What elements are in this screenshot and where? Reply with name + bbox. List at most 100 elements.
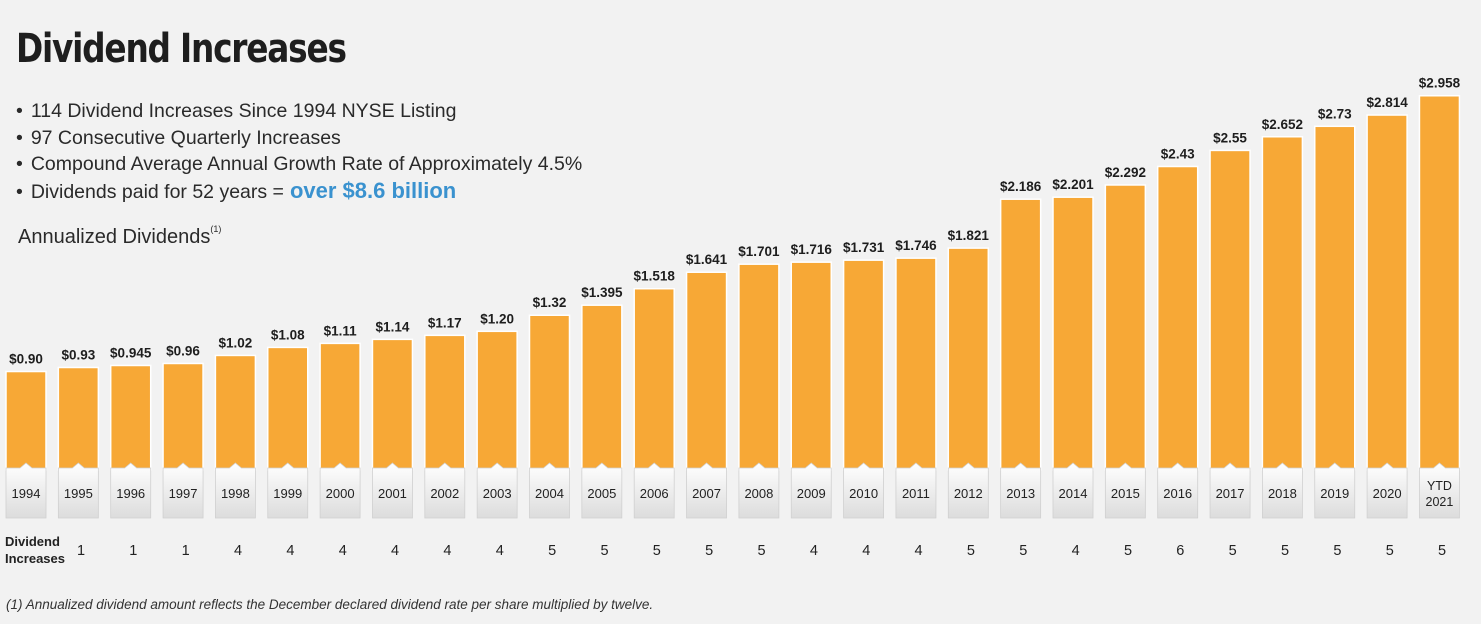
- dividend-bar: [790, 261, 832, 471]
- chart-title: Annualized Dividends(1): [18, 224, 221, 249]
- year-tab: [319, 462, 361, 519]
- bar-value-label: $1.32: [533, 295, 567, 310]
- increase-count: 5: [1438, 543, 1446, 559]
- year-tab: [1157, 462, 1199, 519]
- dividend-bar: [371, 338, 414, 471]
- dividend-bar: [633, 287, 675, 471]
- increases-label-line: Increases: [5, 551, 65, 566]
- year-tab: [5, 462, 47, 519]
- year-label: 2012: [954, 486, 983, 501]
- bar-value-label: $2.55: [1213, 130, 1247, 145]
- year-tab: [1419, 462, 1460, 519]
- increases-row-label: Dividend Increases: [5, 533, 65, 567]
- year-label: 2015: [1111, 486, 1140, 501]
- bullet-list: 114 Dividend Increases Since 1994 NYSE L…: [16, 98, 582, 205]
- dividend-bar: [895, 257, 937, 471]
- footnote: (1) Annualized dividend amount reflects …: [6, 597, 654, 612]
- year-tab: [1314, 462, 1356, 519]
- year-label: 2009: [797, 486, 826, 501]
- bullet-text: Dividends paid for 52 years =: [30, 180, 284, 203]
- increase-count: 4: [915, 543, 923, 559]
- year-label: 2013: [1006, 486, 1035, 501]
- dividend-bar: [109, 364, 152, 471]
- year-label: 2008: [744, 486, 773, 501]
- year-tab: [529, 462, 570, 519]
- bullet-item: Compound Average Annual Growth Rate of A…: [16, 151, 582, 178]
- increase-count: 5: [1281, 543, 1289, 559]
- bullet-item: 114 Dividend Increases Since 1994 NYSE L…: [16, 98, 582, 125]
- dividend-bar: [1156, 165, 1199, 471]
- increase-count: 5: [653, 543, 661, 559]
- year-label: YTD 2021: [1426, 479, 1454, 509]
- increase-count: 5: [1333, 543, 1341, 559]
- bar-value-label: $1.02: [219, 335, 253, 350]
- dividend-bar: [1314, 125, 1356, 471]
- increase-count: 4: [339, 543, 347, 559]
- year-tab: [57, 462, 99, 519]
- year-tab: [1000, 462, 1042, 519]
- increase-count: 4: [234, 543, 242, 559]
- increase-count: 5: [705, 543, 713, 559]
- bar-value-label: $2.958: [1419, 76, 1461, 91]
- year-label: 2020: [1373, 486, 1402, 501]
- dividend-bar: [476, 330, 518, 471]
- dividend-bar: [528, 314, 571, 471]
- bar-value-label: $2.43: [1161, 147, 1195, 162]
- dividend-bar: [424, 334, 466, 471]
- dividend-bar: [319, 342, 361, 471]
- year-label: 2007: [692, 486, 721, 501]
- bar-value-label: $1.746: [895, 238, 937, 253]
- increase-count: 4: [862, 543, 870, 559]
- year-label: 2005: [587, 486, 616, 501]
- total-dividends-highlight: over $8.6 billion: [289, 177, 457, 203]
- year-label: 1998: [221, 486, 250, 501]
- year-tab: [1262, 462, 1303, 519]
- increase-count: 5: [1124, 543, 1132, 559]
- dividend-bar: [581, 304, 623, 471]
- increase-count: 5: [1019, 543, 1027, 559]
- dividend-bar: [1418, 94, 1461, 471]
- increase-count: 6: [1176, 543, 1184, 559]
- dividend-bar: [5, 370, 47, 471]
- page-title: Dividend Increases: [16, 26, 347, 72]
- bar-value-label: $2.292: [1105, 165, 1146, 180]
- bar-value-label: $0.945: [110, 345, 152, 360]
- year-tab: [476, 462, 518, 519]
- year-tab: [215, 462, 256, 519]
- year-label: 2011: [902, 486, 930, 501]
- bar-value-label: $2.201: [1052, 177, 1094, 192]
- increase-count: 4: [391, 543, 399, 559]
- year-tab: [1104, 462, 1146, 519]
- year-label: 2006: [640, 486, 669, 501]
- year-label: 2019: [1320, 486, 1349, 501]
- year-label: 2003: [483, 486, 512, 501]
- dividend-bar: [738, 263, 780, 471]
- increase-count: 1: [129, 543, 137, 559]
- bar-value-label: $2.73: [1318, 106, 1352, 121]
- year-tab: [895, 462, 937, 519]
- year-tab: [110, 462, 152, 519]
- bar-value-label: $1.731: [843, 240, 885, 255]
- bar-value-label: $1.14: [376, 319, 410, 334]
- year-tab: [633, 462, 675, 519]
- increase-count: 4: [286, 543, 294, 559]
- bar-value-label: $2.814: [1366, 95, 1408, 110]
- bar-value-label: $1.395: [581, 285, 623, 300]
- increase-count: 5: [548, 543, 556, 559]
- increase-count: 4: [443, 543, 451, 559]
- bar-value-label: $2.186: [1000, 179, 1042, 194]
- bar-value-label: $0.96: [166, 343, 200, 358]
- bar-value-label: $1.20: [480, 311, 514, 326]
- bar-value-label: $1.17: [428, 315, 462, 330]
- year-tab: [424, 462, 466, 519]
- bar-value-label: $1.11: [324, 323, 358, 338]
- year-label: 2001: [378, 486, 407, 501]
- increase-count: 5: [600, 543, 608, 559]
- year-label: 2002: [430, 486, 459, 501]
- increase-count: 1: [182, 543, 190, 559]
- increase-count: 1: [77, 543, 85, 559]
- year-label: 1996: [116, 486, 145, 501]
- year-label: 2018: [1268, 486, 1297, 501]
- bar-value-label: $1.641: [686, 252, 728, 267]
